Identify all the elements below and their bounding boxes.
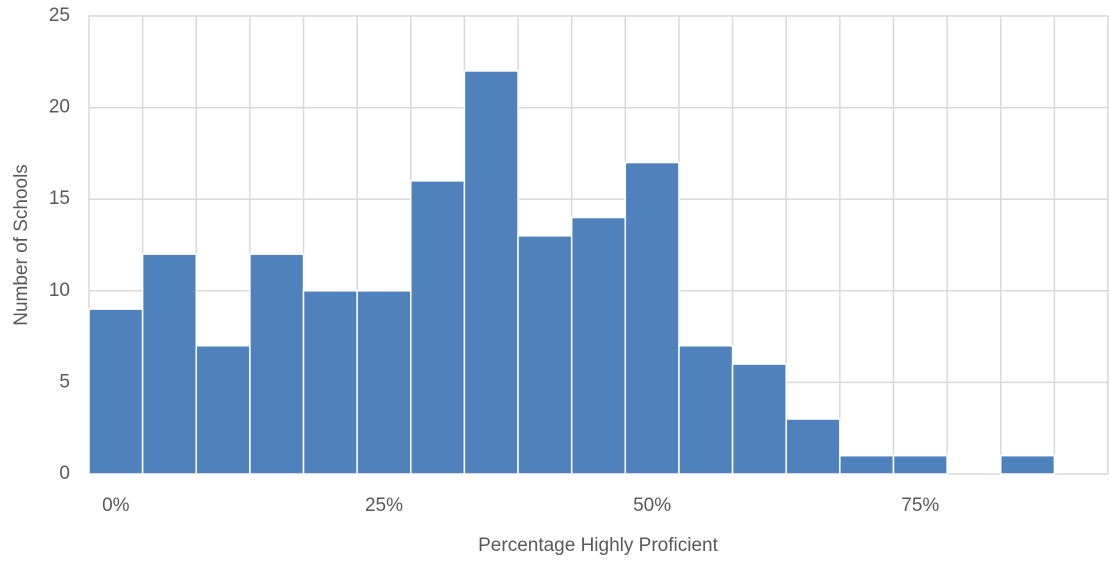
bar	[302, 290, 358, 475]
y-tick-label: 10	[49, 280, 70, 301]
bar	[570, 216, 627, 475]
y-tick-label: 20	[49, 97, 70, 118]
bar	[624, 161, 680, 475]
bar	[517, 235, 573, 475]
y-tick-label: 25	[49, 5, 70, 26]
y-axis-label: Number of Schools	[11, 164, 32, 326]
x-axis-label: Percentage Highly Proficient	[478, 535, 718, 556]
bar	[356, 290, 412, 475]
x-tick-label: 75%	[901, 495, 939, 516]
bar	[249, 253, 305, 475]
x-tick-label: 0%	[102, 495, 130, 516]
y-tick-label: 15	[49, 188, 70, 209]
y-tick-label: 5	[59, 371, 70, 392]
bar	[410, 180, 466, 475]
x-tick-label: 25%	[365, 495, 403, 516]
bar	[892, 454, 948, 475]
bar	[731, 363, 787, 475]
bar	[678, 345, 734, 475]
bar	[785, 418, 841, 475]
bar	[999, 454, 1056, 475]
y-tick-label: 0	[59, 463, 70, 484]
bar	[463, 70, 519, 475]
bar	[141, 253, 198, 475]
bar	[839, 454, 895, 475]
bar	[88, 308, 144, 475]
bar	[195, 345, 251, 475]
x-tick-label: 50%	[633, 495, 671, 516]
